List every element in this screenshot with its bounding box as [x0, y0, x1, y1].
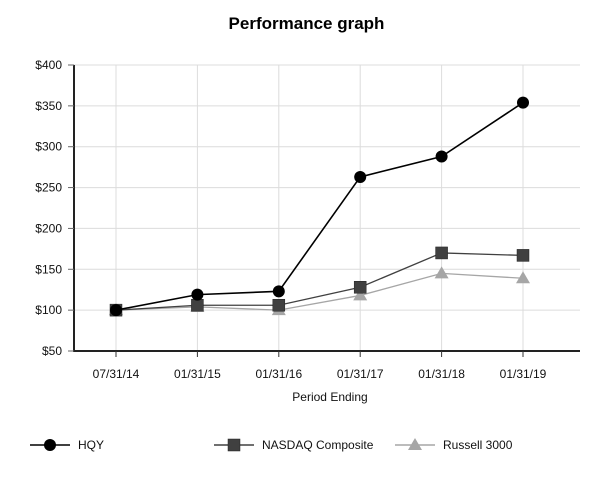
x-tick-label: 01/31/15	[174, 367, 221, 381]
legend-item-russell: Russell 3000	[395, 434, 512, 456]
x-tick-label: 01/31/16	[255, 367, 302, 381]
y-tick-label: $100	[35, 303, 62, 317]
data-point	[354, 170, 367, 183]
gridlines	[74, 64, 580, 351]
x-axis-label: Period Ending	[292, 390, 367, 404]
axes	[73, 65, 580, 352]
legend-label: Russell 3000	[443, 438, 513, 452]
series-russell-3000	[109, 266, 530, 316]
y-tick-label: $200	[35, 221, 62, 235]
data-point	[353, 281, 367, 294]
legend-item-hqy: HQY	[30, 434, 104, 456]
data-series	[109, 96, 530, 317]
triangle-marker-icon	[395, 438, 435, 450]
chart-title: Performance graph	[228, 14, 385, 33]
y-tick-label: $300	[35, 140, 62, 154]
data-point	[516, 249, 530, 262]
data-point	[516, 271, 530, 284]
legend-label: HQY	[78, 438, 105, 452]
circle-marker-icon	[30, 439, 70, 451]
line-chart: $50 $100 $150 $200 $250 $300 $350 $400 07/31/14…	[35, 58, 580, 404]
y-tick-label: $250	[35, 181, 62, 195]
legend-label: NASDAQ Composite	[262, 438, 374, 452]
data-point	[434, 266, 449, 279]
data-point	[272, 285, 285, 298]
x-tick-label: 07/31/14	[93, 367, 140, 381]
x-tick-label: 01/31/19	[500, 367, 547, 381]
series-hqy	[110, 96, 529, 317]
data-point	[353, 288, 368, 301]
data-point	[191, 298, 204, 312]
series-nasdaq-composite	[109, 246, 530, 317]
y-tick-label: $350	[35, 99, 62, 113]
y-tick-label: $400	[35, 58, 62, 72]
data-point	[272, 298, 286, 312]
y-tick-label: $150	[35, 262, 62, 276]
data-point	[517, 96, 529, 109]
data-point	[435, 150, 448, 163]
y-tick-label: $50	[42, 344, 62, 358]
data-point	[110, 304, 122, 317]
legend: HQY NASDAQ Composite Russell 3000	[0, 434, 613, 456]
x-tick-label: 01/31/18	[418, 367, 465, 381]
data-point	[435, 246, 448, 260]
data-point	[191, 288, 204, 301]
square-marker-icon	[214, 438, 254, 452]
x-axis-ticks: 07/31/14 01/31/15 01/31/16 01/31/17 01/31/18…	[93, 351, 547, 381]
y-axis-ticks: $50 $100 $150 $200 $250 $300 $350 $400	[35, 58, 74, 358]
legend-item-nasdaq: NASDAQ Composite	[214, 434, 373, 456]
x-tick-label: 01/31/17	[337, 367, 384, 381]
